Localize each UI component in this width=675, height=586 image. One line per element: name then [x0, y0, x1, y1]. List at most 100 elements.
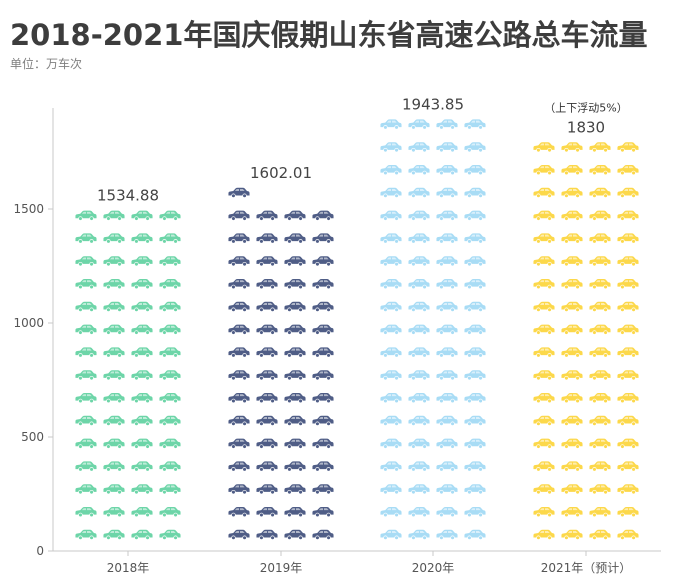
y-tick-label: 1500	[13, 202, 44, 216]
car-icon	[284, 256, 306, 267]
car-icon	[256, 415, 278, 426]
car-icon	[408, 324, 430, 335]
car-icon	[284, 279, 306, 290]
car-icon	[561, 279, 583, 290]
car-icon	[159, 393, 181, 404]
car-icon	[380, 370, 402, 381]
car-icon	[617, 142, 639, 153]
car-icon	[589, 507, 611, 518]
car-icon	[380, 324, 402, 335]
car-icon	[228, 484, 250, 495]
car-icon	[533, 233, 555, 244]
car-icon	[312, 256, 334, 267]
car-icon	[131, 461, 153, 472]
car-icon	[75, 256, 97, 267]
car-icon	[464, 438, 486, 449]
car-icon	[380, 347, 402, 358]
x-tick-label: 2019年	[260, 561, 303, 575]
car-icon	[256, 210, 278, 221]
car-icon	[228, 210, 250, 221]
car-icon	[256, 507, 278, 518]
car-icon	[617, 187, 639, 198]
car-icon	[436, 370, 458, 381]
car-icon	[228, 324, 250, 335]
car-icon	[464, 210, 486, 221]
car-icon	[533, 529, 555, 540]
car-icon	[589, 347, 611, 358]
car-icon	[408, 256, 430, 267]
car-icon	[436, 119, 458, 130]
car-icon	[464, 393, 486, 404]
y-tick-label: 1000	[13, 316, 44, 330]
car-icon	[159, 279, 181, 290]
car-icon	[75, 438, 97, 449]
car-icon	[589, 210, 611, 221]
car-icon	[159, 324, 181, 335]
car-icon	[436, 210, 458, 221]
car-icon	[408, 529, 430, 540]
car-icon	[464, 324, 486, 335]
car-icon	[408, 438, 430, 449]
car-icon	[131, 415, 153, 426]
car-icon	[561, 370, 583, 381]
car-icon	[561, 484, 583, 495]
car-icon	[617, 210, 639, 221]
car-icon	[284, 347, 306, 358]
car-icon	[436, 415, 458, 426]
car-icon	[561, 233, 583, 244]
data-label: 1534.88	[97, 187, 159, 205]
x-tick-label: 2021年（预计）	[541, 561, 632, 575]
bar-2	[228, 187, 334, 540]
car-icon	[159, 233, 181, 244]
car-icon	[228, 438, 250, 449]
car-icon	[228, 279, 250, 290]
car-icon	[131, 301, 153, 312]
car-icon	[533, 507, 555, 518]
car-icon	[589, 142, 611, 153]
car-icon	[464, 484, 486, 495]
car-icon	[256, 370, 278, 381]
car-icon	[464, 347, 486, 358]
car-icon	[617, 301, 639, 312]
annotation: （上下浮动5%）	[544, 101, 627, 114]
car-icon	[103, 210, 125, 221]
car-icon	[256, 484, 278, 495]
car-icon	[159, 256, 181, 267]
car-icon	[228, 233, 250, 244]
car-icon	[312, 461, 334, 472]
car-icon	[617, 393, 639, 404]
car-icon	[436, 142, 458, 153]
car-icon	[533, 324, 555, 335]
car-icon	[408, 370, 430, 381]
car-icon	[408, 142, 430, 153]
car-icon	[380, 301, 402, 312]
car-icon	[464, 233, 486, 244]
car-icon	[103, 393, 125, 404]
car-icon	[533, 279, 555, 290]
car-icon	[75, 210, 97, 221]
car-icon	[312, 529, 334, 540]
car-icon	[436, 438, 458, 449]
car-icon	[464, 279, 486, 290]
car-icon	[589, 529, 611, 540]
car-icon	[617, 529, 639, 540]
car-icon	[75, 279, 97, 290]
car-icon	[408, 210, 430, 221]
car-icon	[436, 507, 458, 518]
car-icon	[589, 393, 611, 404]
car-icon	[75, 301, 97, 312]
car-icon	[103, 461, 125, 472]
car-icon	[312, 393, 334, 404]
car-icon	[159, 461, 181, 472]
car-icon	[617, 233, 639, 244]
car-icon	[464, 256, 486, 267]
car-icon	[464, 415, 486, 426]
car-icon	[256, 393, 278, 404]
car-icon	[75, 415, 97, 426]
car-icon	[228, 370, 250, 381]
car-icon	[284, 233, 306, 244]
car-icon	[103, 301, 125, 312]
car-icon	[131, 324, 153, 335]
car-icon	[75, 461, 97, 472]
car-icon	[131, 256, 153, 267]
